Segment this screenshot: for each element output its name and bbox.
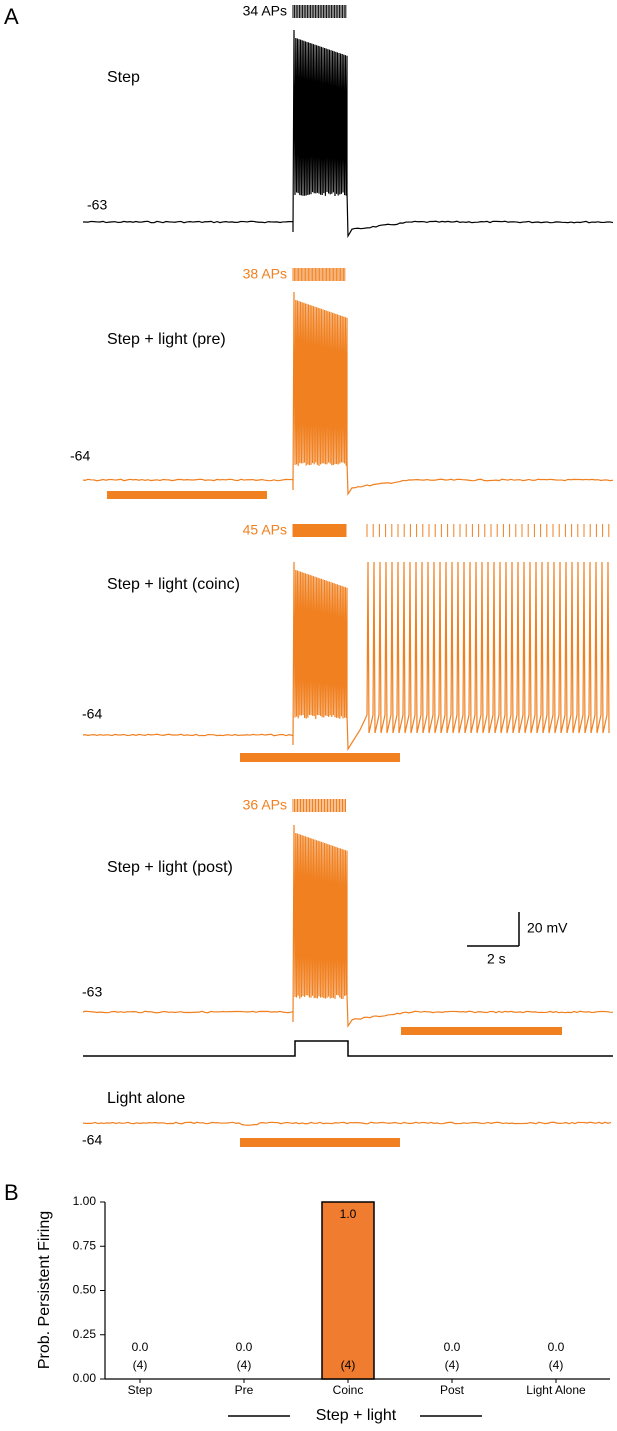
ap-count: 34 APs <box>243 3 287 19</box>
rest-potential: -64 <box>82 1132 102 1148</box>
panel-label: A <box>4 4 19 29</box>
y-tick-label: 0.75 <box>73 1238 97 1252</box>
n-label: (4) <box>445 1358 460 1372</box>
x-tick-label: Light Alone <box>526 1383 586 1397</box>
y-tick-label: 1.00 <box>73 1194 97 1208</box>
value-label: 0.0 <box>548 1340 565 1354</box>
trace-title: Light alone <box>107 1090 185 1107</box>
y-tick-label: 0.00 <box>73 1371 97 1385</box>
group-label: Step + light <box>316 1407 397 1424</box>
spike-raster <box>292 524 347 537</box>
rest-potential: -64 <box>70 448 90 464</box>
n-label: (4) <box>341 1358 356 1372</box>
rest-potential: -63 <box>82 984 102 1000</box>
spike-raster <box>292 5 347 18</box>
ap-count: 38 APs <box>243 266 287 282</box>
light-bar <box>107 491 267 499</box>
y-tick-label: 0.25 <box>73 1327 97 1341</box>
ap-count: 36 APs <box>243 797 287 813</box>
y-axis-label: Prob. Persistent Firing <box>36 1211 53 1369</box>
scale-label: 2 s <box>487 951 506 967</box>
step-command <box>83 1040 613 1057</box>
spike-raster <box>292 799 346 812</box>
voltage-trace <box>82 29 614 239</box>
rest-potential: -64 <box>82 706 102 722</box>
value-label: 0.0 <box>236 1340 253 1354</box>
voltage-trace <box>82 561 610 751</box>
n-label: (4) <box>237 1358 252 1372</box>
value-label: 0.0 <box>444 1340 461 1354</box>
voltage-trace <box>82 1121 612 1126</box>
x-tick-label: Pre <box>235 1383 254 1397</box>
value-label: 1.0 <box>340 1207 357 1221</box>
y-tick-label: 0.50 <box>73 1283 97 1297</box>
trace-title: Step + light (post) <box>107 859 233 876</box>
panel-label: B <box>4 1180 19 1205</box>
voltage-trace <box>82 824 614 1028</box>
x-tick-label: Step <box>128 1383 153 1397</box>
ap-count: 45 APs <box>243 522 287 538</box>
light-bar <box>240 753 400 762</box>
spike-raster <box>366 524 610 537</box>
bar <box>321 1201 375 1380</box>
spike-raster <box>292 268 346 281</box>
n-label: (4) <box>549 1358 564 1372</box>
light-bar <box>240 1138 400 1147</box>
light-bar <box>401 1027 562 1035</box>
x-tick-label: Post <box>440 1383 465 1397</box>
voltage-trace <box>82 291 614 496</box>
trace-title: Step + light (coinc) <box>107 576 240 593</box>
x-tick-label: Coinc <box>333 1383 364 1397</box>
scale-label: 20 mV <box>527 920 568 936</box>
n-label: (4) <box>133 1358 148 1372</box>
trace-title: Step <box>107 69 140 86</box>
trace-title: Step + light (pre) <box>107 331 226 348</box>
rest-potential: -63 <box>87 197 107 213</box>
value-label: 0.0 <box>132 1340 149 1354</box>
